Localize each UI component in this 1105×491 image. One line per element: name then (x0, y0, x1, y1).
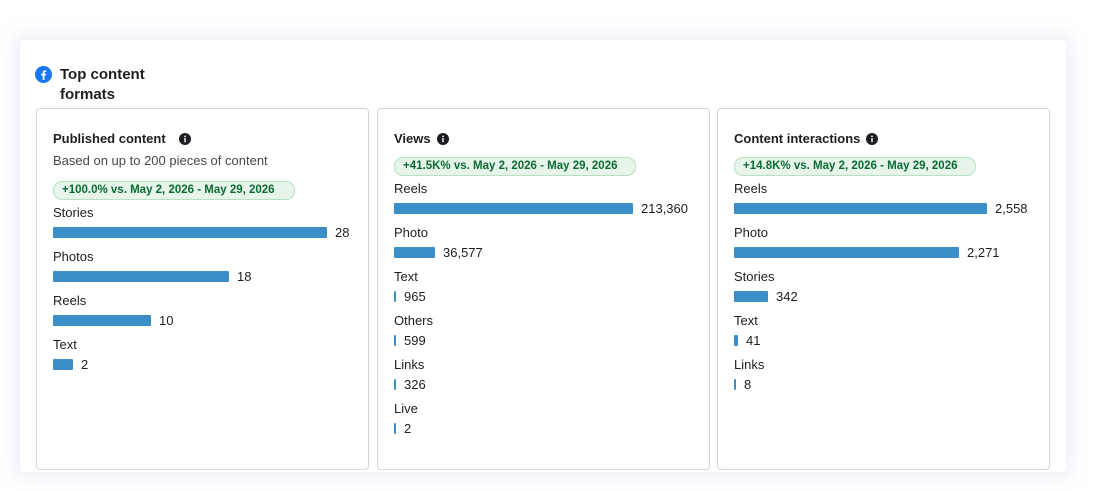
list-item: Others 599 (394, 313, 699, 357)
bar-line: 41 (734, 332, 1039, 348)
bar (734, 246, 959, 258)
bar-value: 2,558 (995, 200, 1028, 216)
bar-value: 213,360 (641, 200, 688, 216)
panel-title: Views (394, 131, 431, 146)
list-item: Photo 36,577 (394, 225, 699, 269)
bar-line: 18 (53, 268, 358, 284)
content-interactions-panel: Content interactions +14.8K% vs. May 2, … (717, 108, 1050, 470)
bar-value: 8 (744, 376, 752, 392)
row-label: Reels (53, 293, 87, 308)
bar-line: 2,558 (734, 200, 1039, 216)
panel-title-row: Views (394, 129, 449, 149)
bar-value: 2 (81, 356, 89, 372)
bar (394, 246, 435, 258)
bar (734, 290, 768, 302)
bar-line: 965 (394, 288, 699, 304)
bar-value: 326 (404, 376, 426, 392)
bar (734, 334, 738, 346)
list-item: Text 2 (53, 337, 358, 381)
bar-line: 2 (53, 356, 358, 372)
bar (394, 202, 633, 214)
list-item: Text 41 (734, 313, 1039, 357)
bar (734, 202, 987, 214)
bar-line: 342 (734, 288, 1039, 304)
bar-value: 28 (335, 224, 350, 240)
bar (394, 290, 396, 302)
row-label: Reels (394, 181, 428, 196)
bar-line: 36,577 (394, 244, 699, 260)
row-label: Text (53, 337, 77, 352)
bar-value: 342 (776, 288, 798, 304)
row-label: Links (394, 357, 425, 372)
bar (394, 422, 396, 434)
list-item: Text 965 (394, 269, 699, 313)
page-title: Top content formats (60, 66, 145, 103)
bar-value: 36,577 (443, 244, 483, 260)
row-label: Reels (734, 181, 768, 196)
row-label: Stories (53, 205, 94, 220)
bar-value: 2 (404, 420, 412, 436)
panel-title: Published content (53, 131, 166, 146)
list-item: Photos 18 (53, 249, 358, 293)
list-item: Stories 342 (734, 269, 1039, 313)
list-item: Links 326 (394, 357, 699, 401)
panel-title: Content interactions (734, 131, 861, 146)
list-item: Live 2 (394, 401, 699, 445)
bar (53, 358, 73, 370)
list-item: Reels 213,360 (394, 181, 699, 225)
bar-value: 2,271 (967, 244, 1000, 260)
row-label: Text (734, 313, 758, 328)
bar (53, 226, 327, 238)
bar-line: 2 (394, 420, 699, 436)
list-item: Photo 2,271 (734, 225, 1039, 269)
info-icon[interactable] (436, 133, 449, 145)
info-icon[interactable] (179, 133, 191, 145)
row-label: Live (394, 401, 418, 416)
row-label: Photo (394, 225, 428, 240)
comparison-badge: +14.8K% vs. May 2, 2026 - May 29, 2026 (734, 157, 976, 176)
bar-value: 965 (404, 288, 426, 304)
bar-value: 10 (159, 312, 174, 328)
row-label: Photo (734, 225, 768, 240)
list-item: Links 8 (734, 357, 1039, 401)
bar (394, 378, 396, 390)
bar-line: 599 (394, 332, 699, 348)
row-label: Links (734, 357, 765, 372)
comparison-badge: +100.0% vs. May 2, 2026 - May 29, 2026 (53, 181, 295, 200)
bar (53, 270, 229, 282)
bar (394, 334, 396, 346)
row-label: Stories (734, 269, 775, 284)
bar-line: 2,271 (734, 244, 1039, 260)
views-panel: Views +41.5K% vs. May 2, 2026 - May 29, … (377, 108, 710, 470)
bar (734, 378, 736, 390)
bar-value: 18 (237, 268, 252, 284)
facebook-icon (35, 66, 52, 83)
bar-line: 28 (53, 224, 358, 240)
comparison-badge: +41.5K% vs. May 2, 2026 - May 29, 2026 (394, 157, 636, 176)
row-label: Photos (53, 249, 94, 264)
panel-title-row: Published content (53, 129, 191, 149)
bar-line: 10 (53, 312, 358, 328)
row-label: Others (394, 313, 434, 328)
bar (53, 314, 151, 326)
bar-value: 41 (746, 332, 761, 348)
panel-title-row: Content interactions (734, 129, 879, 149)
info-icon[interactable] (866, 133, 879, 145)
bar-value: 599 (404, 332, 426, 348)
list-item: Reels 10 (53, 293, 358, 337)
list-item: Reels 2,558 (734, 181, 1039, 225)
list-item: Stories 28 (53, 205, 358, 249)
bar-line: 326 (394, 376, 699, 392)
row-label: Text (394, 269, 418, 284)
bar-line: 213,360 (394, 200, 699, 216)
panel-subtitle: Based on up to 200 pieces of content (53, 153, 268, 168)
published-content-panel: Published content Based on up to 200 pie… (36, 108, 369, 470)
bar-line: 8 (734, 376, 1039, 392)
